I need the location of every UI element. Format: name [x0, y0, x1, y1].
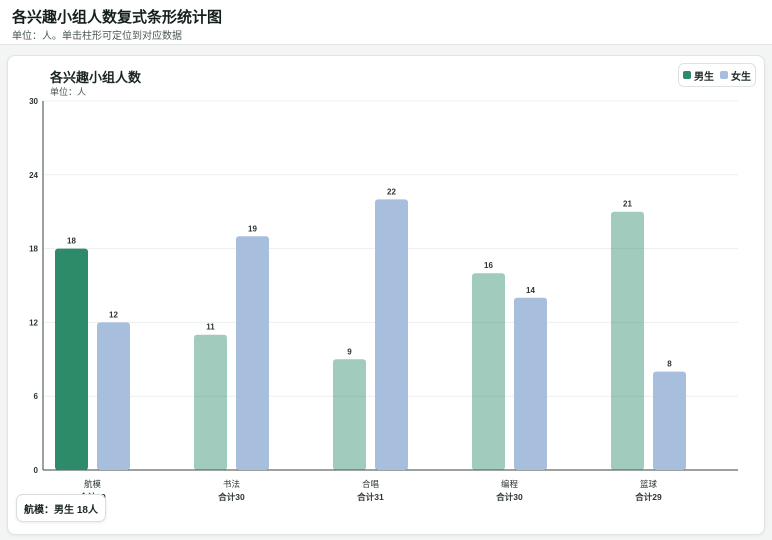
- bar-female[interactable]: [236, 236, 269, 470]
- x-tick-label: 合唱: [362, 479, 379, 489]
- bar-female[interactable]: [653, 371, 686, 470]
- chart-unit-label: 单位：人: [50, 87, 87, 97]
- y-tick-label: 18: [29, 245, 38, 254]
- bar-female[interactable]: [97, 322, 130, 470]
- legend-item-female[interactable]: 女生: [720, 68, 751, 83]
- bar-male[interactable]: [194, 334, 227, 470]
- page-header: 各兴趣小组人数复式条形统计图 单位：人。单击柱形可定位到对应数据: [0, 0, 772, 45]
- data-label: 8: [667, 360, 672, 369]
- category-total-label: 合计31: [356, 492, 384, 502]
- category-total-label: 合计30: [495, 492, 523, 502]
- category-total-label: 合计29: [634, 492, 662, 502]
- bar-female[interactable]: [375, 199, 408, 470]
- legend-swatch-male: [683, 71, 691, 79]
- legend-label-female: 女生: [731, 71, 751, 83]
- chart-title: 各兴趣小组人数: [50, 70, 142, 85]
- bar-female[interactable]: [514, 297, 547, 470]
- bar-male[interactable]: [611, 211, 644, 470]
- data-label: 18: [67, 237, 76, 246]
- data-label: 12: [109, 310, 118, 319]
- page-subtitle: 单位：人。单击柱形可定位到对应数据: [12, 31, 182, 42]
- bar-male[interactable]: [55, 248, 88, 470]
- bar-male[interactable]: [333, 359, 366, 470]
- x-tick-label: 书法: [223, 479, 240, 489]
- data-label: 9: [347, 347, 352, 356]
- legend-item-male[interactable]: 男生: [683, 68, 714, 83]
- category-total-label: 合计30: [217, 492, 245, 502]
- data-label: 22: [387, 187, 396, 196]
- selection-tooltip: 航模：男生 18人: [16, 494, 106, 522]
- legend-label-male: 男生: [694, 71, 714, 83]
- data-label: 14: [526, 286, 535, 295]
- page-title: 各兴趣小组人数复式条形统计图: [12, 9, 223, 26]
- bar-male[interactable]: [472, 273, 505, 470]
- data-label: 19: [248, 224, 257, 233]
- chart-legend: 男生 女生: [678, 63, 756, 87]
- legend-swatch-female: [720, 71, 728, 79]
- x-tick-label: 篮球: [640, 479, 658, 489]
- data-label: 11: [206, 323, 215, 332]
- y-tick-label: 12: [29, 318, 38, 327]
- y-tick-label: 24: [29, 171, 38, 180]
- data-label: 21: [623, 200, 632, 209]
- data-label: 16: [484, 261, 493, 270]
- y-tick-label: 30: [29, 97, 38, 106]
- x-tick-label: 编程: [501, 479, 519, 489]
- x-tick-label: 航模: [84, 479, 102, 489]
- y-tick-label: 6: [34, 392, 39, 401]
- y-tick-label: 0: [34, 466, 39, 475]
